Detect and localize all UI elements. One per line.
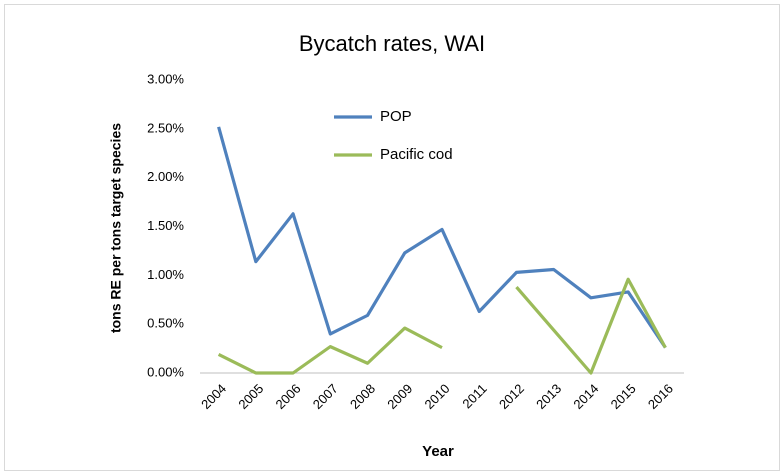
x-axis-label: Year <box>422 443 454 460</box>
series-line <box>217 126 667 349</box>
y-tick-label: 2.00% <box>147 169 184 184</box>
y-tick-label: 3.00% <box>147 71 184 86</box>
series-line <box>217 277 667 375</box>
legend-label: POP <box>380 108 412 125</box>
y-tick-label: 1.50% <box>147 218 184 233</box>
y-tick-label: 2.50% <box>147 120 184 135</box>
y-tick-label: 0.00% <box>147 364 184 379</box>
y-tick-label: 1.00% <box>147 267 184 282</box>
chart-frame <box>4 4 780 471</box>
y-tick-label: 0.50% <box>147 316 184 331</box>
legend-label: Pacific cod <box>380 146 453 163</box>
y-axis-label: tons RE per tons target species <box>108 123 124 333</box>
chart-title: Bycatch rates, WAI <box>299 31 485 56</box>
